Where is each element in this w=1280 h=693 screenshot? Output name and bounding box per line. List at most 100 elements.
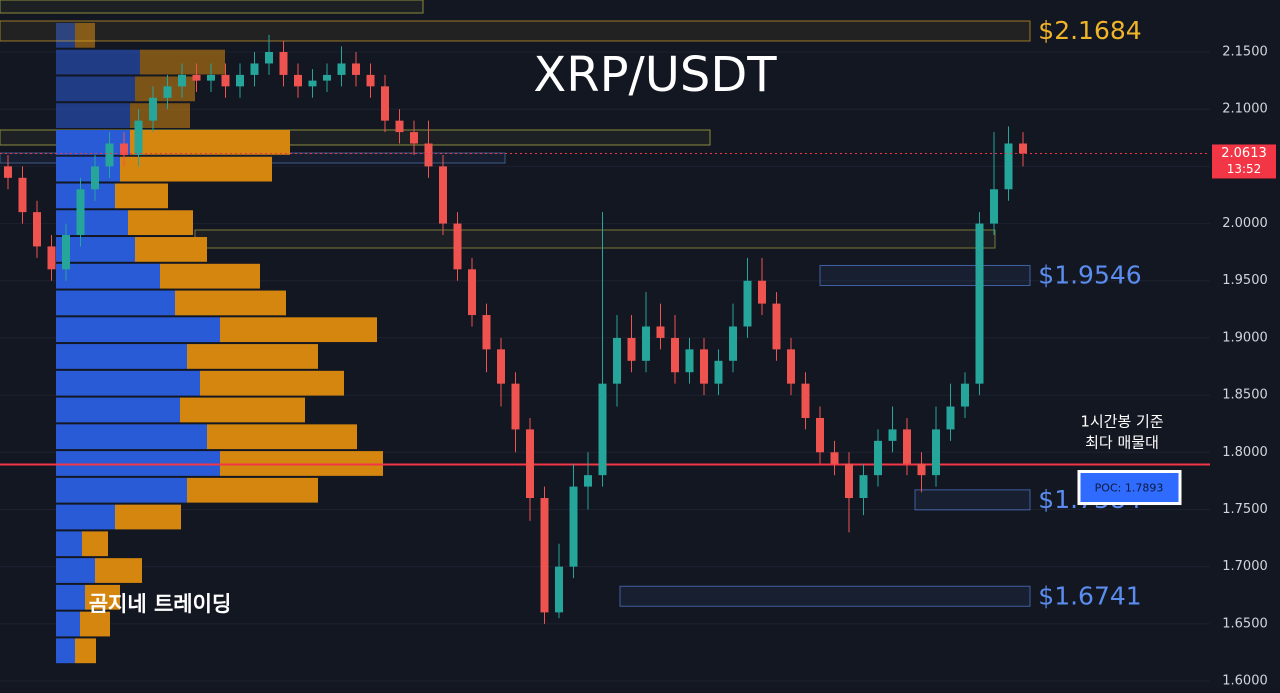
level-label: $2.1684 xyxy=(1038,16,1141,45)
candle-body xyxy=(598,383,607,476)
candle-body xyxy=(207,74,215,81)
y-tick-label: 1.6000 xyxy=(1222,673,1268,688)
candle-body xyxy=(424,143,433,167)
profile-sell xyxy=(82,531,108,557)
profile-buy xyxy=(56,103,130,128)
candle-body xyxy=(366,74,375,87)
profile-sell xyxy=(175,290,286,316)
candle-body xyxy=(772,303,781,350)
profile-buy xyxy=(56,263,160,289)
profile-buy xyxy=(56,129,130,155)
candle-body xyxy=(381,86,389,121)
level-zone xyxy=(619,585,1031,607)
level-label: $1.9546 xyxy=(1038,260,1141,289)
y-tick-label: 1.9000 xyxy=(1222,330,1268,345)
profile-sell xyxy=(80,611,110,637)
candle-body xyxy=(134,120,143,155)
candle-body xyxy=(671,337,679,373)
y-axis: 1.6000 1.6500 1.7000 1.7500 1.8000 1.8500 1.90… xyxy=(0,45,1276,688)
profile-buy xyxy=(56,22,75,48)
profile-sell xyxy=(130,129,290,155)
candle-body xyxy=(787,349,795,384)
candle-body xyxy=(33,212,41,247)
candle-body xyxy=(163,86,172,98)
y-tick-label: 2.0000 xyxy=(1222,216,1268,231)
candle-body xyxy=(584,475,592,487)
profile-buy xyxy=(56,477,187,503)
profile-buy xyxy=(56,451,220,476)
profile-sell xyxy=(220,317,377,343)
candle-body xyxy=(961,383,969,407)
candle-body xyxy=(482,315,491,350)
y-tick-label: 1.8000 xyxy=(1222,445,1268,460)
candle-body xyxy=(729,326,737,361)
candle-body xyxy=(859,475,868,499)
candle-body xyxy=(47,246,56,270)
candle-body xyxy=(569,486,578,567)
profile-sell xyxy=(85,584,120,610)
candle-body xyxy=(120,143,128,155)
candle-body xyxy=(656,326,665,338)
candle-body xyxy=(627,337,636,361)
profile-sell xyxy=(207,424,357,450)
candle-body xyxy=(642,326,650,361)
candle-body xyxy=(76,189,85,236)
candle-body xyxy=(990,189,998,224)
candle-body xyxy=(468,269,476,316)
y-tick-label: 1.7500 xyxy=(1222,502,1268,517)
candle-body xyxy=(874,440,882,476)
candle-body xyxy=(946,406,955,430)
profile-buy xyxy=(56,558,95,583)
candle-body xyxy=(279,52,288,75)
profile-buy xyxy=(56,531,82,557)
candle-body xyxy=(758,280,766,304)
y-tick-label: 1.7000 xyxy=(1222,559,1268,574)
profile-sell xyxy=(115,183,168,209)
candle-body xyxy=(743,280,752,327)
profile-buy xyxy=(56,210,128,236)
candles xyxy=(4,34,1027,624)
candle-body xyxy=(917,463,926,476)
profile-buy xyxy=(56,504,115,530)
candle-body xyxy=(91,166,99,190)
candle-body xyxy=(62,235,70,270)
candle-body xyxy=(4,166,12,178)
candle-body xyxy=(395,120,404,133)
candle-body xyxy=(308,80,317,87)
level-zone xyxy=(0,20,1031,42)
candle-body xyxy=(149,97,157,121)
candle-body xyxy=(236,74,244,87)
candle-body xyxy=(555,566,563,613)
profile-sell xyxy=(187,477,318,503)
poc-note: 1시간봉 기준 xyxy=(1080,413,1164,431)
candle-body xyxy=(888,429,897,441)
candle-body xyxy=(685,349,694,373)
profile-sell xyxy=(160,263,260,289)
candle-body xyxy=(265,52,273,64)
y-tick-label: 2.1000 xyxy=(1222,102,1268,117)
current-price-label: 2.0613 xyxy=(1221,146,1267,161)
level-label: $1.6741 xyxy=(1038,581,1141,610)
candle-body xyxy=(18,177,27,213)
current-price-time: 13:52 xyxy=(1227,162,1262,176)
profile-sell xyxy=(75,638,96,664)
current-price-tag xyxy=(1212,144,1276,179)
candle-body xyxy=(816,417,824,453)
candle-body xyxy=(105,143,114,167)
candle-body xyxy=(410,132,418,144)
profile-sell xyxy=(95,558,142,583)
candle-body xyxy=(975,223,984,384)
profile-buy xyxy=(56,638,75,664)
candle-body xyxy=(801,383,810,418)
poc-label: POC: 1.7893 xyxy=(1095,482,1164,495)
profile-buy xyxy=(56,611,80,637)
level-zone xyxy=(914,489,1031,511)
candle-body xyxy=(337,63,346,75)
candle-body xyxy=(497,349,505,384)
profile-sell xyxy=(115,504,181,530)
candle-body xyxy=(1019,143,1027,154)
profile-buy xyxy=(56,424,207,450)
candle-body xyxy=(613,337,621,384)
profile-sell xyxy=(220,451,383,476)
